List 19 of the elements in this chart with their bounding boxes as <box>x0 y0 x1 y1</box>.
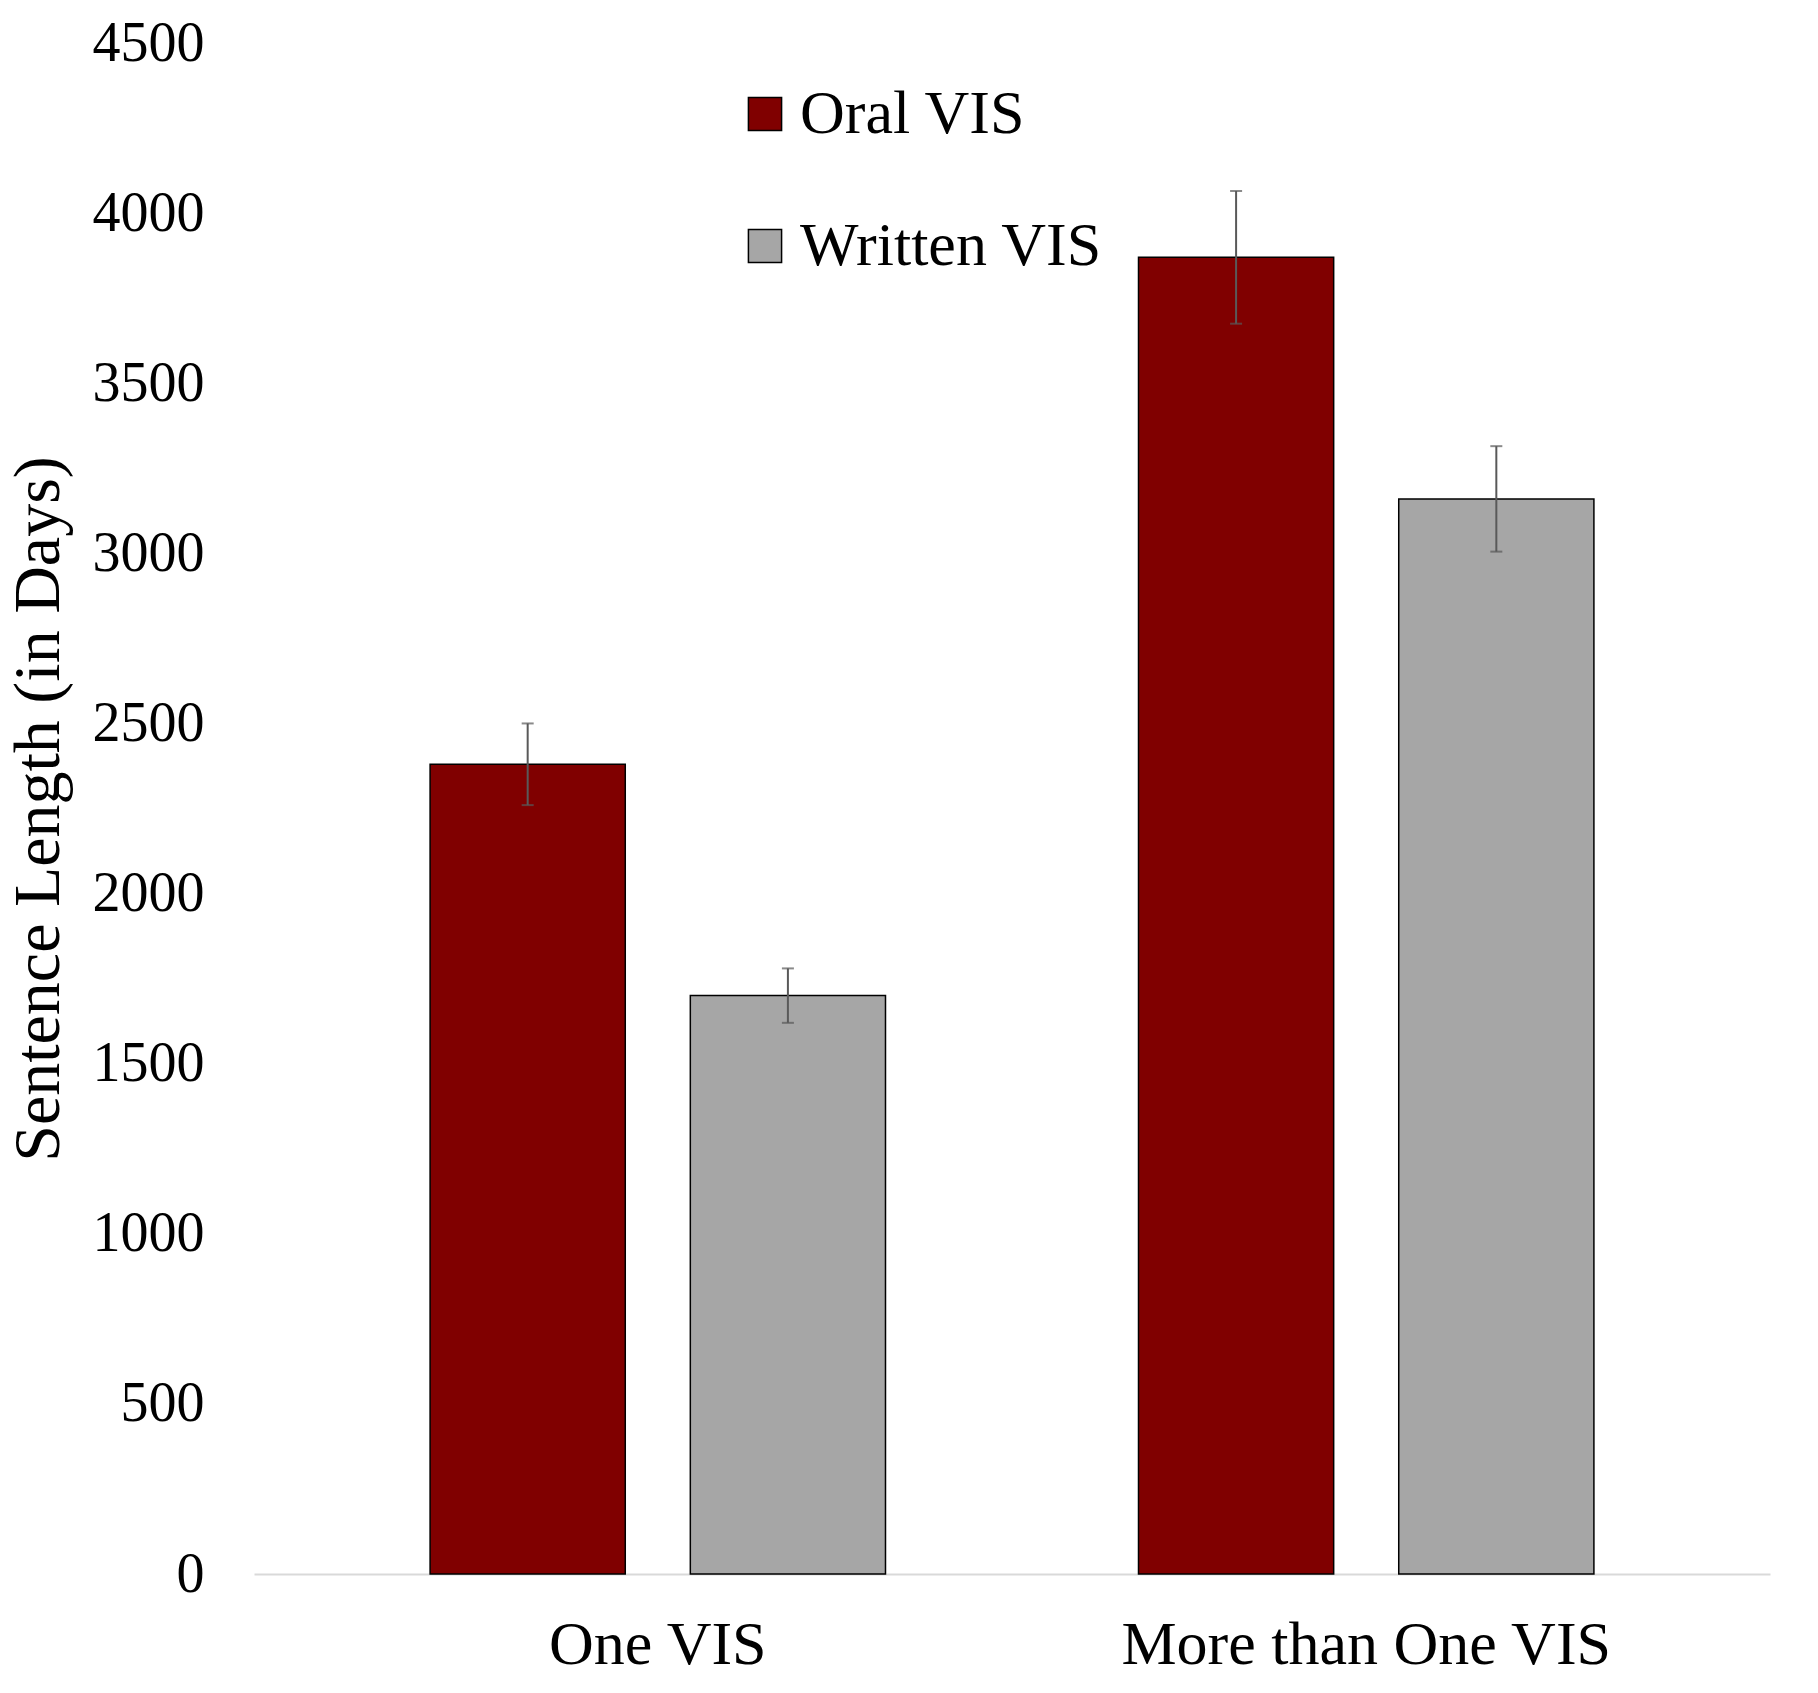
y-tick-label: 0 <box>176 1541 205 1604</box>
y-tick-label: 3500 <box>92 350 205 413</box>
y-tick-label: 1000 <box>92 1201 205 1264</box>
y-tick-label: 4000 <box>92 180 205 243</box>
bar <box>1137 256 1335 1575</box>
bar <box>689 994 887 1575</box>
x-tick-label: More than One VIS <box>1121 1608 1612 1677</box>
legend-label: Oral VIS <box>800 78 1025 146</box>
legend-label: Written VIS <box>800 210 1102 278</box>
y-tick-label: 3000 <box>92 520 205 583</box>
y-tick-label: 500 <box>120 1371 205 1434</box>
bar <box>429 763 627 1575</box>
x-tick-label: One VIS <box>549 1608 767 1677</box>
y-tick-label: 2000 <box>92 861 205 924</box>
y-tick-label: 4500 <box>92 10 205 73</box>
bar <box>1397 498 1595 1575</box>
y-tick-label: 1500 <box>92 1031 205 1094</box>
y-tick-label: 2500 <box>92 690 205 753</box>
y-axis-title: Sentence Length (in Days) <box>0 456 74 1162</box>
